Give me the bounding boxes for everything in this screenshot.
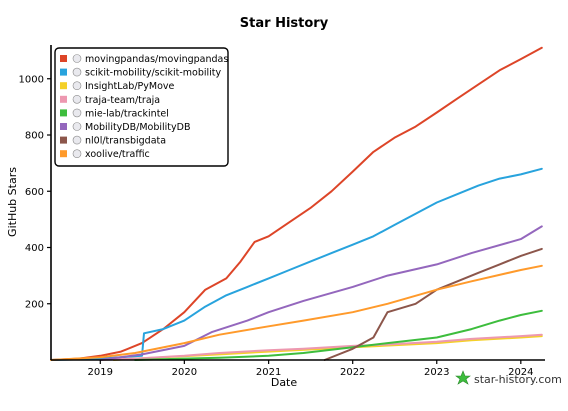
x-axis-title: Date xyxy=(271,376,298,389)
x-tick-label: 2023 xyxy=(424,367,449,378)
series-line-traffic xyxy=(50,264,543,361)
series-line-mobilitydb xyxy=(99,225,543,361)
legend-box xyxy=(54,47,229,167)
legend-avatar-icon xyxy=(72,108,82,118)
legend-swatch-traffic xyxy=(60,150,67,158)
legend: movingpandas/movingpandas scikit-mobility… xyxy=(54,47,229,167)
legend-label-pymove: InsightLab/PyMove xyxy=(85,81,175,92)
legend-swatch-transbigdata xyxy=(60,136,67,144)
x-tick-label: 2020 xyxy=(172,367,197,378)
y-axis-ticks: 200 400 600 800 1000 xyxy=(19,74,51,310)
legend-avatar-icon xyxy=(72,54,82,63)
legend-label-transbigdata: nl0l/transbigdata xyxy=(85,136,166,147)
legend-avatar-icon xyxy=(72,135,82,145)
legend-swatch-trackintel xyxy=(60,109,67,117)
y-tick-label: 200 xyxy=(25,299,44,310)
x-tick-label: 2022 xyxy=(340,367,365,378)
legend-label-mobilitydb: MobilityDB/MobilityDB xyxy=(85,122,190,133)
series-layer xyxy=(50,46,543,361)
watermark-text: star-history.com xyxy=(474,373,562,386)
legend-label-scikit-mobility: scikit-mobility/scikit-mobility xyxy=(85,68,222,79)
y-tick-label: 600 xyxy=(25,187,44,198)
legend-label-movingpandas: movingpandas/movingpandas xyxy=(85,54,228,65)
series-line-traja xyxy=(99,333,543,361)
series-line-movingpandas xyxy=(50,46,543,361)
legend-avatar-icon xyxy=(72,67,82,77)
legend-swatch-scikit-mobility xyxy=(60,68,67,76)
x-tick-label: 2024 xyxy=(508,367,533,378)
legend-avatar-icon xyxy=(72,149,82,158)
star-history-logo-icon xyxy=(455,370,471,385)
series-line-scikit-mobility xyxy=(50,167,543,361)
legend-avatar-icon xyxy=(72,122,82,131)
y-tick-label: 1000 xyxy=(19,74,44,85)
y-tick-label: 800 xyxy=(25,131,44,142)
legend-label-traja: traja-team/traja xyxy=(85,95,160,106)
x-tick-label: 2019 xyxy=(88,367,113,378)
legend-swatch-pymove xyxy=(60,82,67,90)
legend-swatch-movingpandas xyxy=(60,55,67,62)
y-tick-label: 400 xyxy=(25,243,44,254)
legend-swatch-traja xyxy=(60,95,67,103)
legend-label-traffic: xoolive/traffic xyxy=(85,149,150,160)
x-tick-label: 2021 xyxy=(256,367,281,378)
legend-swatch-mobilitydb xyxy=(60,123,67,130)
chart-title: Star History xyxy=(240,16,329,31)
legend-avatar-icon xyxy=(72,95,82,104)
x-axis-ticks: 2019 2020 2021 2022 2023 2024 xyxy=(88,360,534,378)
series-line-trackintel xyxy=(134,309,543,361)
y-axis-title: GitHub Stars xyxy=(6,167,19,237)
legend-label-trackintel: mie-lab/trackintel xyxy=(85,108,169,119)
watermark: star-history.com xyxy=(455,370,562,386)
legend-avatar-icon xyxy=(72,81,82,90)
